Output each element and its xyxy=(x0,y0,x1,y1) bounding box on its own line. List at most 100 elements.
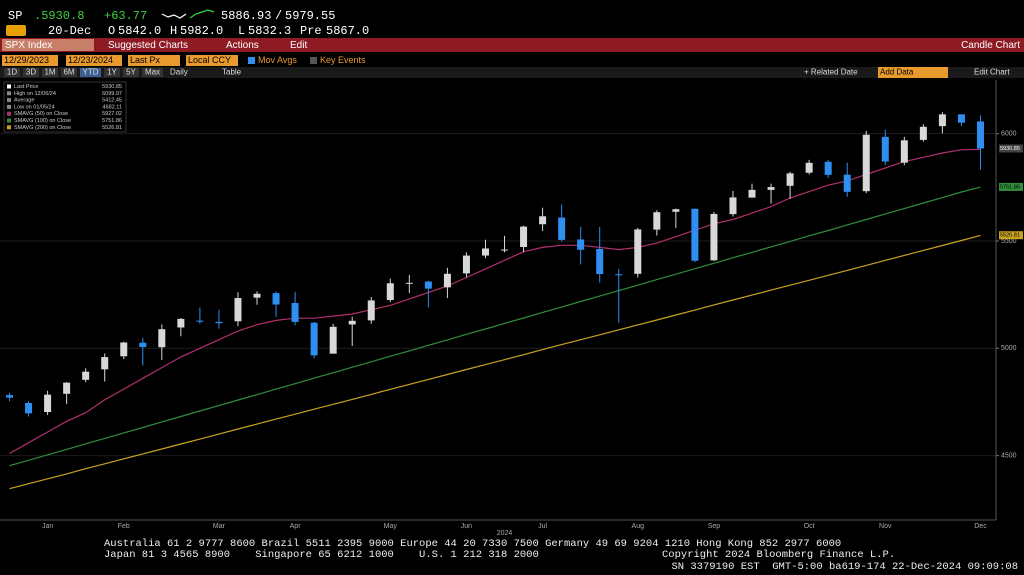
candle-body xyxy=(653,212,661,230)
x-tick-label: Mar xyxy=(213,523,226,530)
candle-body xyxy=(348,320,356,325)
candle-body xyxy=(63,382,71,394)
menu-button[interactable]: Actions xyxy=(226,40,259,51)
candle-body xyxy=(805,162,813,173)
legend-value: 5751.86 xyxy=(102,118,122,124)
candle-body xyxy=(101,357,109,370)
candle-body xyxy=(539,216,547,225)
candle-body xyxy=(672,209,680,212)
period-button[interactable] xyxy=(4,68,20,77)
candle-body xyxy=(291,303,299,322)
candle-body xyxy=(976,121,984,149)
year-label: 2024 xyxy=(497,530,513,537)
candle-body xyxy=(520,226,528,247)
candle-body xyxy=(748,189,756,198)
candle-body xyxy=(634,229,642,274)
input[interactable] xyxy=(66,55,122,66)
menu-button[interactable]: Suggested Charts xyxy=(108,40,188,51)
candle-body xyxy=(158,329,166,348)
x-tick-label: Jul xyxy=(538,523,547,530)
low-label: L xyxy=(238,24,245,38)
security-box[interactable] xyxy=(2,39,94,51)
security[interactable]: SPX Index xyxy=(5,40,52,51)
legend-value: 4682.11 xyxy=(103,104,122,110)
period-label[interactable]: 5Y xyxy=(126,68,136,77)
x-tick-label: Feb xyxy=(118,523,130,530)
key-events[interactable]: Key Events xyxy=(320,55,366,65)
checkbox[interactable] xyxy=(248,57,255,64)
input[interactable] xyxy=(186,55,238,66)
period-button[interactable] xyxy=(142,68,163,77)
input[interactable] xyxy=(2,55,58,66)
legend-value: 5930.85 xyxy=(102,84,122,90)
candle-body xyxy=(196,320,204,322)
candle-body xyxy=(215,321,223,324)
start-date[interactable]: 12/29/2023 xyxy=(4,55,49,65)
x-tick-label: Sep xyxy=(708,523,721,530)
period-label[interactable]: YTD xyxy=(83,68,99,77)
frequency[interactable]: Daily xyxy=(170,68,188,77)
moving-average-line xyxy=(9,234,981,490)
candle-body xyxy=(938,114,946,127)
period-button[interactable] xyxy=(104,68,120,77)
high: 5982.0 xyxy=(180,24,223,38)
y-tick-label: 5000 xyxy=(1001,345,1017,352)
footer-line: SN 3379190 EST GMT-5:00 ba619-174 22-Dec… xyxy=(671,561,1018,573)
period-button[interactable] xyxy=(80,68,101,77)
period-label[interactable]: 3D xyxy=(26,68,36,77)
value-tag xyxy=(999,231,1023,240)
candle-body xyxy=(786,173,794,186)
input[interactable] xyxy=(878,67,948,78)
moving-average-line xyxy=(9,148,981,455)
legend-label: Average xyxy=(14,98,34,104)
period-button[interactable] xyxy=(61,68,77,77)
icon[interactable] xyxy=(6,25,26,36)
candle-body xyxy=(615,274,623,276)
candle-body xyxy=(329,326,337,354)
legend-label: SMAVG (100) on Close xyxy=(14,118,71,124)
candle-body xyxy=(767,187,775,190)
candle-body xyxy=(462,255,470,274)
mov-avgs[interactable]: Mov Avgs xyxy=(258,55,297,65)
value-tag xyxy=(999,144,1023,153)
footer-line: Japan 81 3 4565 8900 Singapore 65 6212 1… xyxy=(104,549,539,561)
y-tick-label: 4500 xyxy=(1001,452,1017,459)
period-label[interactable]: Max xyxy=(145,68,160,77)
candle-body xyxy=(272,293,280,305)
sparkline xyxy=(189,9,215,19)
menu-button[interactable]: Edit xyxy=(290,40,307,51)
candle-body xyxy=(82,371,90,380)
related-date[interactable]: + Related Date xyxy=(804,68,858,77)
legend-value: 6099.97 xyxy=(102,91,122,97)
checkbox[interactable] xyxy=(310,57,317,64)
legend-swatch xyxy=(7,104,11,109)
legend-label: Low on 01/05/24 xyxy=(14,104,55,110)
legend-label: SMAVG (50) on Close xyxy=(14,111,68,117)
add-data[interactable]: Add Data xyxy=(880,68,914,77)
legend-value: 5927.02 xyxy=(102,111,122,117)
moving-average-line xyxy=(9,186,981,467)
period-button[interactable] xyxy=(23,68,39,77)
period-label[interactable]: 1D xyxy=(7,68,17,77)
candle-body xyxy=(900,140,908,163)
menu: SPX Index Suggested Charts Actions Edit … xyxy=(2,39,1020,51)
period-label[interactable]: 1Y xyxy=(107,68,117,77)
period-button[interactable] xyxy=(42,68,58,77)
edit-chart[interactable]: Edit Chart xyxy=(974,68,1010,77)
menu-bar xyxy=(0,38,1024,52)
currency[interactable]: Local CCY xyxy=(188,55,231,65)
period-label[interactable]: 1M xyxy=(44,68,55,77)
period-label[interactable]: 6M xyxy=(63,68,74,77)
period-button[interactable] xyxy=(123,68,139,77)
pre-label: Pre xyxy=(300,24,322,38)
table-button[interactable]: Table xyxy=(222,68,242,77)
candle-body xyxy=(44,394,52,413)
field[interactable]: Last Px xyxy=(130,55,161,65)
legend-value: 5526.81 xyxy=(102,125,122,131)
end-date[interactable]: 12/23/2024 xyxy=(68,55,113,65)
legend-swatch xyxy=(7,84,11,89)
input[interactable] xyxy=(128,55,180,66)
candle-body xyxy=(386,283,394,300)
y-tick-label: 5500 xyxy=(1001,238,1017,245)
